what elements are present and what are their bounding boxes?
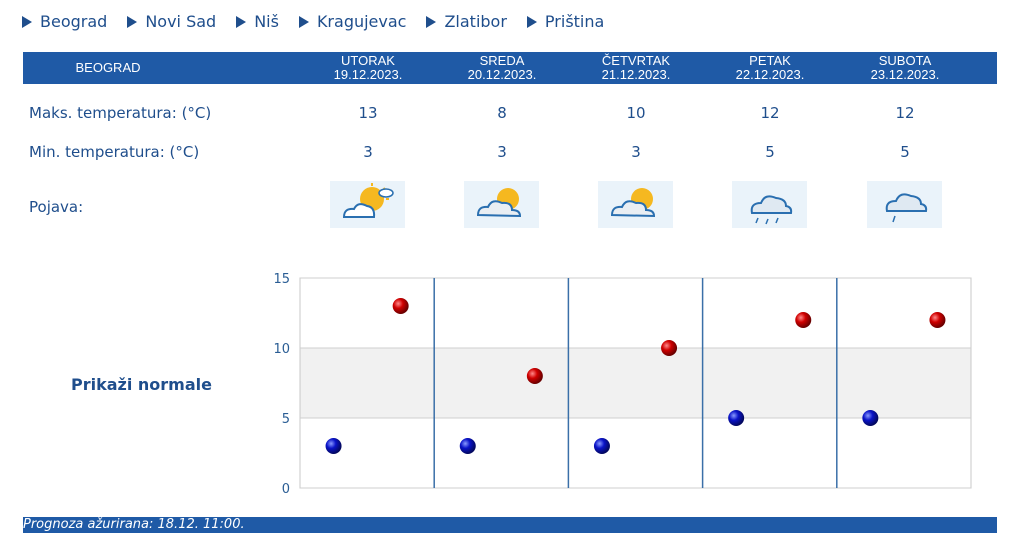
min-temp-value: 3	[497, 143, 507, 161]
nav-link-beograd[interactable]: Beograd	[22, 12, 107, 31]
min-temp-point	[862, 410, 879, 426]
nav-link-zlatibor[interactable]: Zlatibor	[426, 12, 507, 31]
max-temp-point	[795, 312, 812, 328]
nav-link-label: Zlatibor	[444, 12, 507, 31]
max-temp-value: 13	[358, 104, 378, 122]
nav-link-label: Kragujevac	[316, 12, 407, 31]
cloud-sun-icon	[598, 181, 673, 228]
day-header: SUBOTA 23.12.2023.	[845, 52, 965, 84]
min-temp-value: 5	[765, 143, 775, 161]
max-temp-value: 12	[895, 104, 915, 122]
min-temp-value: 3	[363, 143, 373, 161]
max-temp-value: 10	[626, 104, 646, 122]
day-name: SUBOTA	[878, 53, 932, 68]
max-temp-point	[526, 368, 543, 384]
arrow-right-icon	[426, 15, 437, 28]
day-header: SREDA 20.12.2023.	[442, 52, 562, 84]
forecast-header: BEOGRAD UTORAK 19.12.2023. SREDA 20.12.2023…	[23, 52, 997, 84]
max-temp-point	[392, 298, 409, 314]
day-name: UTORAK	[341, 53, 395, 68]
day-date: 19.12.2023.	[333, 67, 403, 82]
nav-link-novi-sad[interactable]: Novi Sad	[127, 12, 216, 31]
y-tick-label: 10	[273, 342, 290, 357]
cloud-rain-icon	[732, 181, 807, 228]
forecast-updated: Prognoza ažurirana: 18.12. 11:00.	[23, 517, 997, 533]
arrow-right-icon	[526, 15, 537, 28]
city-nav: Beograd Novi Sad Niš Kragujevac Zlatibor Priš…	[22, 12, 624, 31]
day-date: 22.12.2023.	[735, 67, 805, 82]
cloud-drizzle-icon	[867, 181, 942, 228]
nav-link-label: Beograd	[40, 12, 108, 31]
max-temp-point	[661, 340, 678, 356]
day-date: 21.12.2023.	[601, 67, 671, 82]
updated-text: Prognoza ažurirana: 18.12. 11:00.	[23, 517, 245, 532]
nav-link-label: Priština	[544, 12, 605, 31]
day-name: ČETVRTAK	[601, 53, 671, 68]
nav-link-label: Niš	[254, 12, 279, 31]
day-header: UTORAK 19.12.2023.	[308, 52, 428, 84]
arrow-right-icon	[127, 15, 138, 28]
phenomenon-label: Pojava:	[29, 198, 84, 216]
show-normals-link[interactable]: Prikaži normale	[71, 375, 212, 394]
chart-band	[300, 348, 971, 418]
min-temp-value: 5	[900, 143, 910, 161]
sun-cloud-icon	[330, 181, 405, 228]
nav-link-kragujevac[interactable]: Kragujevac	[298, 12, 407, 31]
min-temp-point	[593, 438, 610, 454]
day-name: PETAK	[749, 53, 791, 68]
nav-link-priština[interactable]: Priština	[526, 12, 605, 31]
nav-link-label: Novi Sad	[145, 12, 217, 31]
y-tick-label: 15	[273, 272, 290, 287]
day-header: PETAK 22.12.2023.	[710, 52, 830, 84]
min-temp-point	[728, 410, 745, 426]
min-temp-value: 3	[631, 143, 641, 161]
arrow-right-icon	[298, 15, 309, 28]
day-date: 23.12.2023.	[870, 67, 940, 82]
cloud-sun-icon	[464, 181, 539, 228]
y-tick-label: 0	[282, 482, 290, 497]
city-name: BEOGRAD	[75, 60, 141, 75]
arrow-right-icon	[236, 15, 247, 28]
min-temp-label: Min. temperatura: (°C)	[29, 143, 200, 161]
max-temp-value: 8	[497, 104, 507, 122]
day-header: ČETVRTAK 21.12.2023.	[576, 52, 696, 84]
max-temp-value: 12	[760, 104, 780, 122]
day-name: SREDA	[479, 53, 525, 68]
nav-link-niš[interactable]: Niš	[236, 12, 279, 31]
y-tick-label: 5	[282, 412, 290, 427]
day-date: 20.12.2023.	[467, 67, 537, 82]
plot-area	[299, 277, 972, 489]
max-temp-point	[929, 312, 946, 328]
min-temp-point	[325, 438, 342, 454]
max-temp-label: Maks. temperatura: (°C)	[29, 104, 212, 122]
arrow-right-icon	[22, 15, 32, 28]
min-temp-point	[459, 438, 476, 454]
